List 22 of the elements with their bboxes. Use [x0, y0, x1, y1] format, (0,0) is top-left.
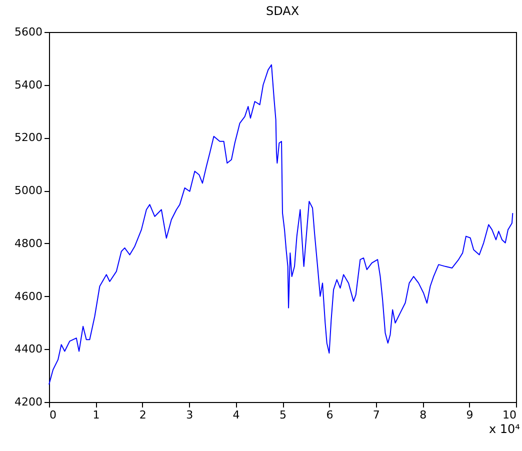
y-tick-label: 4600: [14, 290, 42, 303]
chart-title: SDAX: [266, 4, 300, 18]
x-tick-label: 1: [92, 408, 100, 422]
y-tick-label: 4400: [14, 342, 42, 356]
text: x 10⁴: [489, 422, 520, 436]
y-tick-label: 5200: [14, 131, 42, 144]
x-tick-label: 9: [466, 408, 474, 422]
x-tick-label: 3: [186, 408, 194, 422]
y-tick-label: 5400: [14, 78, 42, 92]
y-tick-label: 4200: [14, 396, 42, 408]
x-tick-label: 4: [232, 408, 240, 422]
x-tick-label: 8: [420, 408, 427, 422]
x-tick-label: 6: [326, 408, 334, 422]
x-tick-label: 0: [50, 408, 56, 422]
x-tick-label: 5: [280, 408, 286, 422]
y-tick-label: 4800: [14, 236, 42, 250]
line-series: [48, 64, 514, 386]
x-tick-label: 7: [372, 408, 380, 422]
x-tick-label: 10: [502, 408, 516, 422]
x-tick-label: 2: [139, 408, 146, 422]
y-tick-label: 5600: [14, 26, 42, 38]
y-tick-label: 5000: [14, 184, 42, 198]
